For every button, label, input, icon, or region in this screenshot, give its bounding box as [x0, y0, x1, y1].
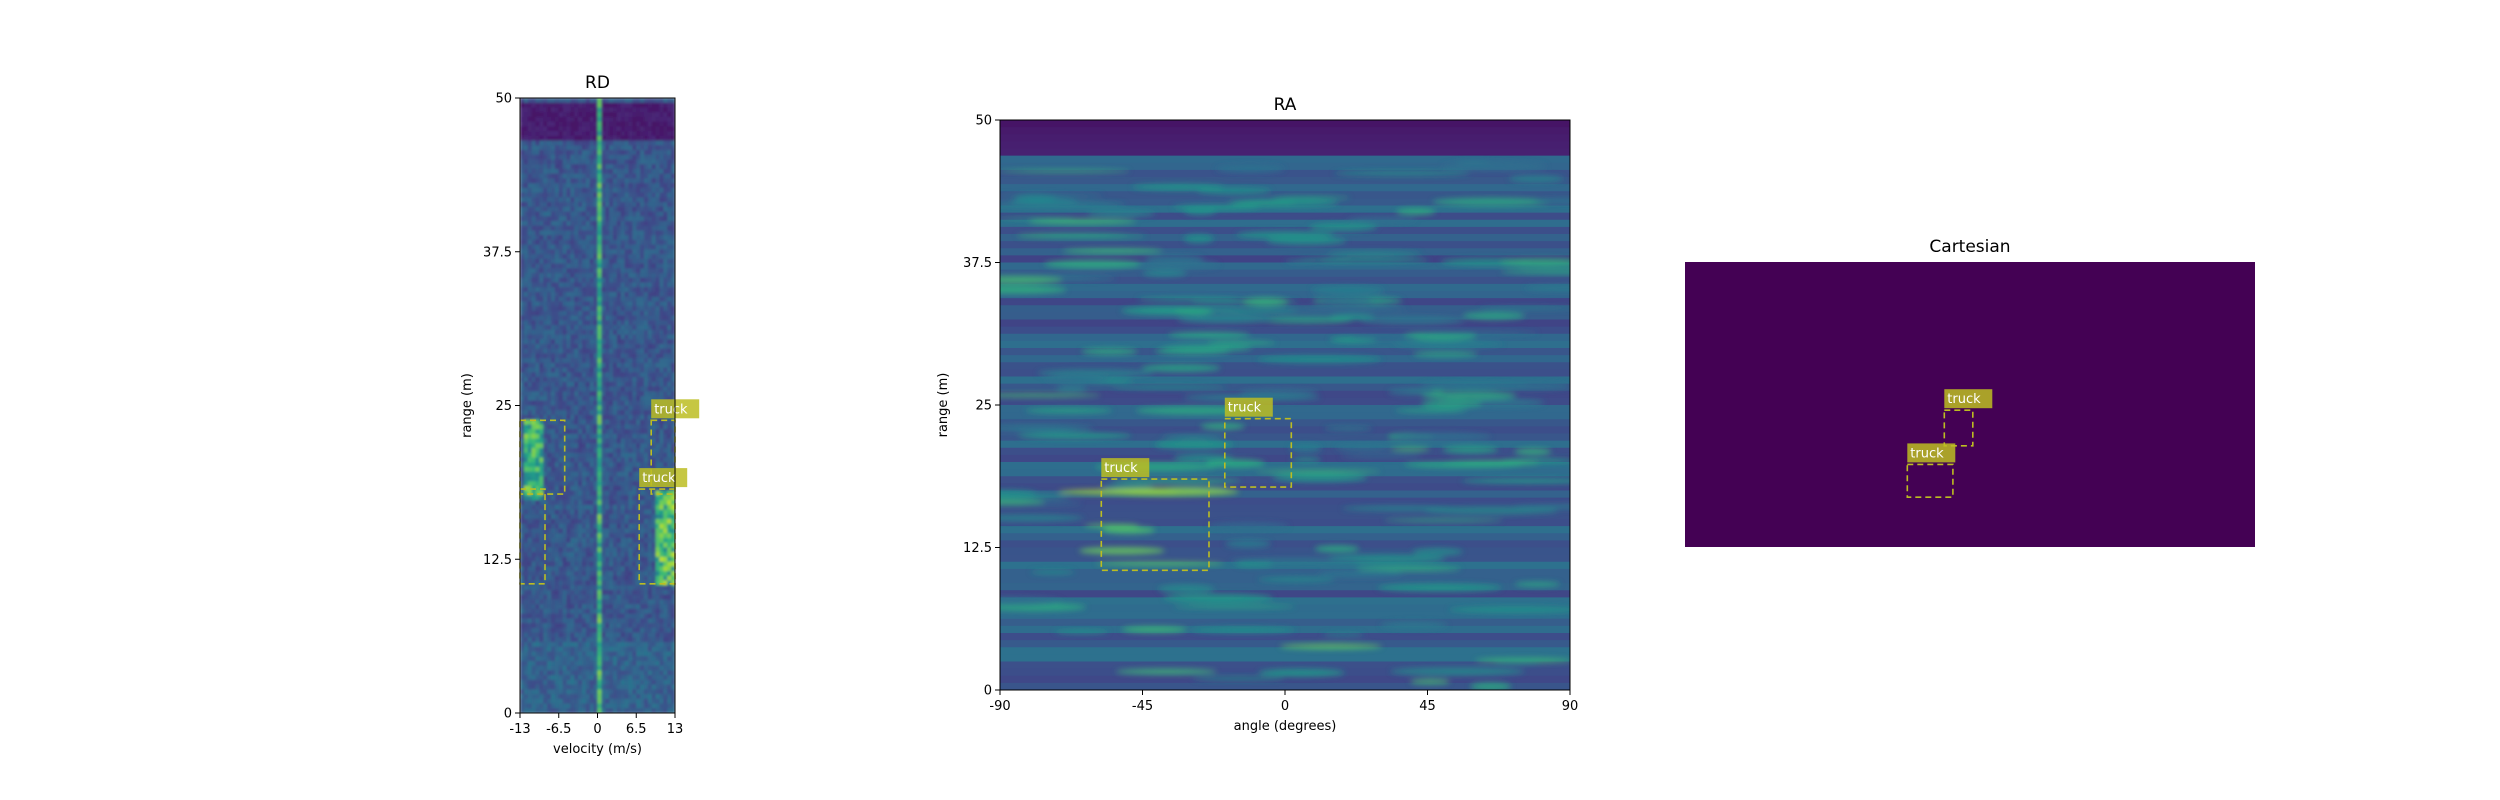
ra-ylabel: range (m): [936, 373, 951, 438]
rd-xtick-label: 0: [593, 722, 601, 737]
ra-xtick-label: -90: [989, 699, 1010, 714]
rd-ylabel: range (m): [460, 373, 475, 438]
ra-title: RA: [1274, 95, 1297, 115]
ra-ytick-label: 25: [975, 399, 992, 414]
ra-box: [1224, 417, 1293, 488]
rd-ytick-label: 25: [495, 399, 512, 414]
cart-box-label: truck: [1910, 446, 1944, 461]
rd-heatmap-cells: [520, 98, 675, 713]
rd-xtick-label: -6.5: [546, 722, 571, 737]
ra-box: [1100, 478, 1210, 572]
cart-boxes: truck truck: [1906, 389, 1993, 498]
rd-ytick-label: 37.5: [483, 245, 512, 260]
cart-box-label-bg: [1944, 389, 1993, 409]
rd-ytick-label: 12.5: [483, 553, 512, 568]
rd-axes: -13 -6.5 0 6.5 13 0 12.5 25 37.5 50: [483, 92, 683, 738]
rd-xtick-label: 6.5: [626, 722, 647, 737]
rd-heatmap: [520, 98, 675, 713]
rd-panel: RD truck truck -13 -6.5 0 6.5 13 0 12.5 25 37.5 50…: [460, 73, 700, 757]
ra-xtick-label: 45: [1419, 699, 1436, 714]
ra-xtick-label: 0: [1281, 699, 1289, 714]
rd-box-label: truck: [642, 471, 676, 486]
ra-ytick-label: 50: [975, 114, 992, 129]
rd-ytick-label: 50: [495, 92, 512, 107]
cart-panel: Cartesian truck truck: [1685, 237, 2255, 547]
ra-ytick-label: 12.5: [963, 541, 992, 556]
cart-box: [1943, 409, 1974, 447]
rd-xlabel: velocity (m/s): [553, 742, 642, 757]
ra-ytick-label: 37.5: [963, 256, 992, 271]
cart-box-label: truck: [1947, 392, 1981, 407]
cart-box-label-bg: [1907, 443, 1956, 463]
ra-box-label: truck: [1228, 401, 1262, 416]
ra-box-label: truck: [1104, 461, 1138, 476]
ra-boxes: truck truck: [1100, 397, 1293, 572]
rd-xtick-label: 13: [667, 722, 684, 737]
ra-heatmap: [1000, 120, 1570, 690]
ra-box-label-bg: [1101, 458, 1150, 478]
ra-xtick-label: -45: [1132, 699, 1153, 714]
rd-title: RD: [585, 73, 610, 93]
ra-xtick-label: 90: [1562, 699, 1579, 714]
rd-box-label: truck: [654, 402, 688, 417]
ra-ytick-label: 0: [984, 684, 992, 699]
rd-ytick-label: 0: [504, 707, 512, 722]
ra-axes: -90 -45 0 45 90 0 12.5 25 37.5 50: [963, 114, 1578, 715]
cart-title: Cartesian: [1929, 237, 2010, 257]
ra-box-label-bg: [1224, 397, 1273, 417]
ra-panel: RA truck truck -90 -45 0 45 90 0 12.5 25 37.5 50 a…: [936, 95, 1578, 734]
rd-xtick-label: -13: [509, 722, 530, 737]
ra-xlabel: angle (degrees): [1234, 719, 1337, 734]
cart-box: [1906, 463, 1954, 498]
